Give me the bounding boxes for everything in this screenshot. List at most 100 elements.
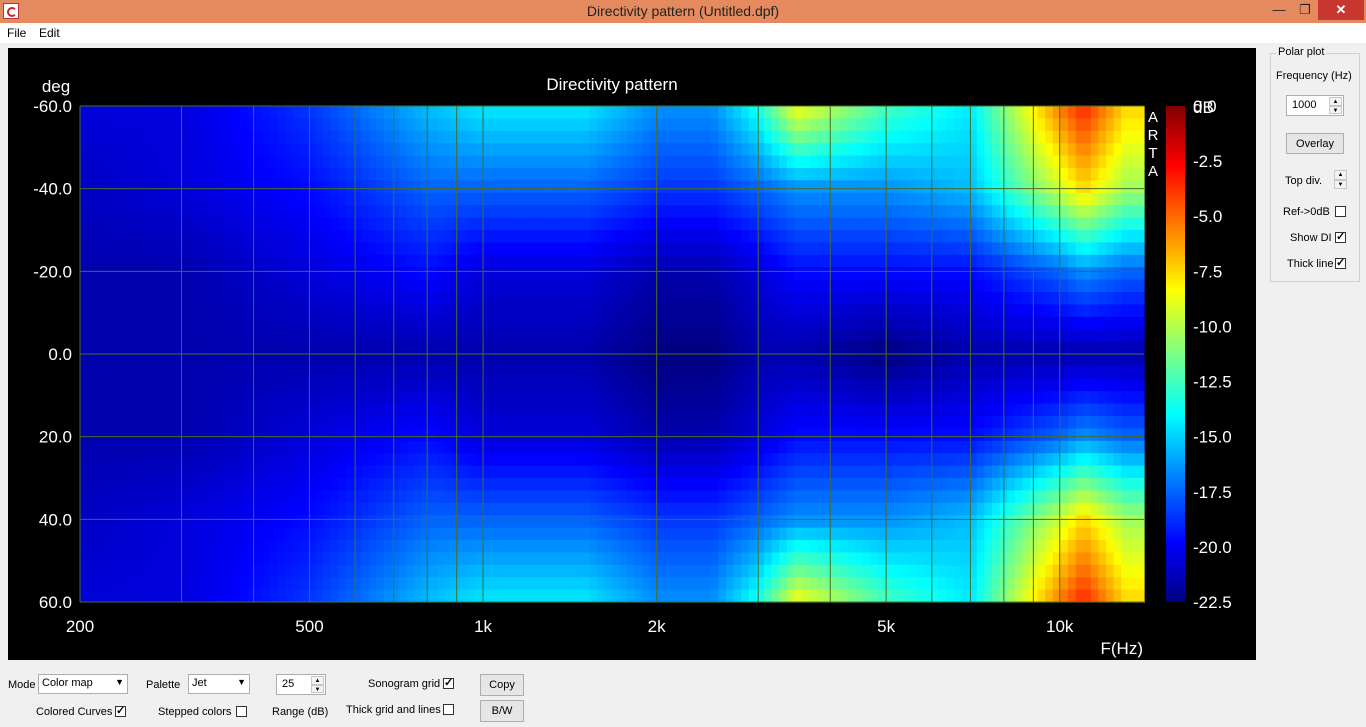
heatmap-cell bbox=[156, 540, 165, 553]
heatmap-cell bbox=[878, 515, 887, 529]
heatmap-cell bbox=[239, 391, 248, 405]
heatmap-cell bbox=[954, 440, 963, 454]
heatmap-cell bbox=[406, 279, 415, 293]
heatmap-cell bbox=[741, 416, 750, 429]
heatmap-cell bbox=[596, 217, 605, 231]
heatmap-cell bbox=[406, 180, 415, 194]
heatmap-cell bbox=[718, 230, 727, 243]
heatmap-cell bbox=[840, 527, 849, 541]
heatmap-cell bbox=[862, 416, 871, 429]
heatmap-cell bbox=[786, 478, 795, 491]
heatmap-cell bbox=[596, 428, 605, 442]
heatmap-cell bbox=[384, 391, 393, 405]
heatmap-cell bbox=[741, 180, 750, 194]
heatmap-cell bbox=[368, 589, 377, 603]
heatmap-cell bbox=[543, 416, 552, 429]
heatmap-cell bbox=[361, 242, 370, 256]
heatmap-cell bbox=[148, 540, 157, 553]
heatmap-cell bbox=[543, 465, 552, 479]
heatmap-cell bbox=[817, 577, 826, 591]
heatmap-cell bbox=[969, 143, 978, 157]
heatmap-cell bbox=[467, 391, 476, 405]
heatmap-cell bbox=[520, 391, 529, 405]
heatmap-cell bbox=[824, 403, 833, 417]
heatmap-cell bbox=[551, 478, 560, 491]
heatmap-cell bbox=[574, 453, 583, 467]
heatmap-cell bbox=[528, 564, 537, 578]
heatmap-cell bbox=[916, 478, 925, 491]
heatmap-cell bbox=[171, 577, 180, 591]
maximize-button[interactable]: ❐ bbox=[1299, 2, 1311, 17]
heatmap-cell bbox=[642, 564, 651, 578]
heatmap-cell bbox=[969, 304, 978, 318]
heatmap-cell bbox=[581, 292, 590, 305]
heatmap-cell bbox=[186, 552, 195, 566]
heatmap-cell bbox=[513, 292, 522, 305]
heatmap-cell bbox=[467, 192, 476, 206]
heatmap-cell bbox=[513, 118, 522, 132]
heatmap-cell bbox=[885, 453, 894, 467]
heatmap-cell bbox=[969, 515, 978, 529]
heatmap-cell bbox=[566, 329, 575, 343]
heatmap-cell bbox=[209, 230, 218, 243]
heatmap-cell bbox=[163, 205, 172, 219]
heatmap-cell bbox=[756, 304, 765, 318]
heatmap-cell bbox=[338, 180, 347, 194]
heatmap-cell bbox=[832, 329, 841, 343]
heatmap-cell bbox=[292, 378, 301, 392]
heatmap-cell bbox=[650, 403, 659, 417]
heatmap-cell bbox=[391, 440, 400, 454]
heatmap-cell bbox=[376, 515, 385, 529]
heatmap-cell bbox=[118, 341, 127, 355]
heatmap-cell bbox=[688, 391, 697, 405]
heatmap-cell bbox=[528, 428, 537, 442]
heatmap-cell bbox=[384, 168, 393, 181]
heatmap-cell bbox=[733, 254, 742, 268]
menu-edit[interactable]: Edit bbox=[39, 26, 60, 40]
heatmap-cell bbox=[1014, 168, 1023, 181]
heatmap-cell bbox=[802, 254, 811, 268]
menu-file[interactable]: File bbox=[7, 26, 27, 40]
minimize-button[interactable]: — bbox=[1272, 2, 1286, 17]
heatmap-cell bbox=[148, 155, 157, 169]
heatmap-cell bbox=[923, 155, 932, 169]
heatmap-cell bbox=[368, 329, 377, 343]
heatmap-cell bbox=[612, 490, 621, 504]
heatmap-cell bbox=[802, 502, 811, 516]
heatmap-cell bbox=[1014, 341, 1023, 355]
heatmap-cell bbox=[102, 378, 111, 392]
heatmap-cell bbox=[330, 564, 339, 578]
heatmap-cell bbox=[505, 552, 514, 566]
heatmap-cell bbox=[642, 465, 651, 479]
heatmap-cell bbox=[87, 589, 96, 603]
heatmap-cell bbox=[444, 341, 453, 355]
heatmap-cell bbox=[148, 465, 157, 479]
heatmap-cell bbox=[513, 416, 522, 429]
heatmap-cell bbox=[460, 552, 469, 566]
close-button[interactable]: ✕ bbox=[1318, 0, 1364, 20]
heatmap-cell bbox=[832, 292, 841, 305]
heatmap-cell bbox=[323, 416, 332, 429]
heatmap-cell bbox=[786, 391, 795, 405]
heatmap-cell bbox=[133, 192, 142, 206]
heatmap-cell bbox=[672, 180, 681, 194]
heatmap-cell bbox=[900, 378, 909, 392]
heatmap-cell bbox=[528, 502, 537, 516]
heatmap-cell bbox=[171, 217, 180, 231]
heatmap-cell bbox=[140, 341, 149, 355]
heatmap-cell bbox=[771, 217, 780, 231]
heatmap-cell bbox=[460, 428, 469, 442]
heatmap-cell bbox=[916, 230, 925, 243]
heatmap-cell bbox=[574, 168, 583, 181]
heatmap-cell bbox=[194, 192, 203, 206]
heatmap-cell bbox=[353, 577, 362, 591]
heatmap-cell bbox=[216, 329, 225, 343]
heatmap-cell bbox=[984, 168, 993, 181]
heatmap-cell bbox=[764, 391, 773, 405]
heatmap-cell bbox=[528, 205, 537, 219]
heatmap-cell bbox=[612, 453, 621, 467]
heatmap-cell bbox=[178, 440, 187, 454]
heatmap-cell bbox=[353, 205, 362, 219]
heatmap-cell bbox=[330, 292, 339, 305]
heatmap-cell bbox=[178, 577, 187, 591]
